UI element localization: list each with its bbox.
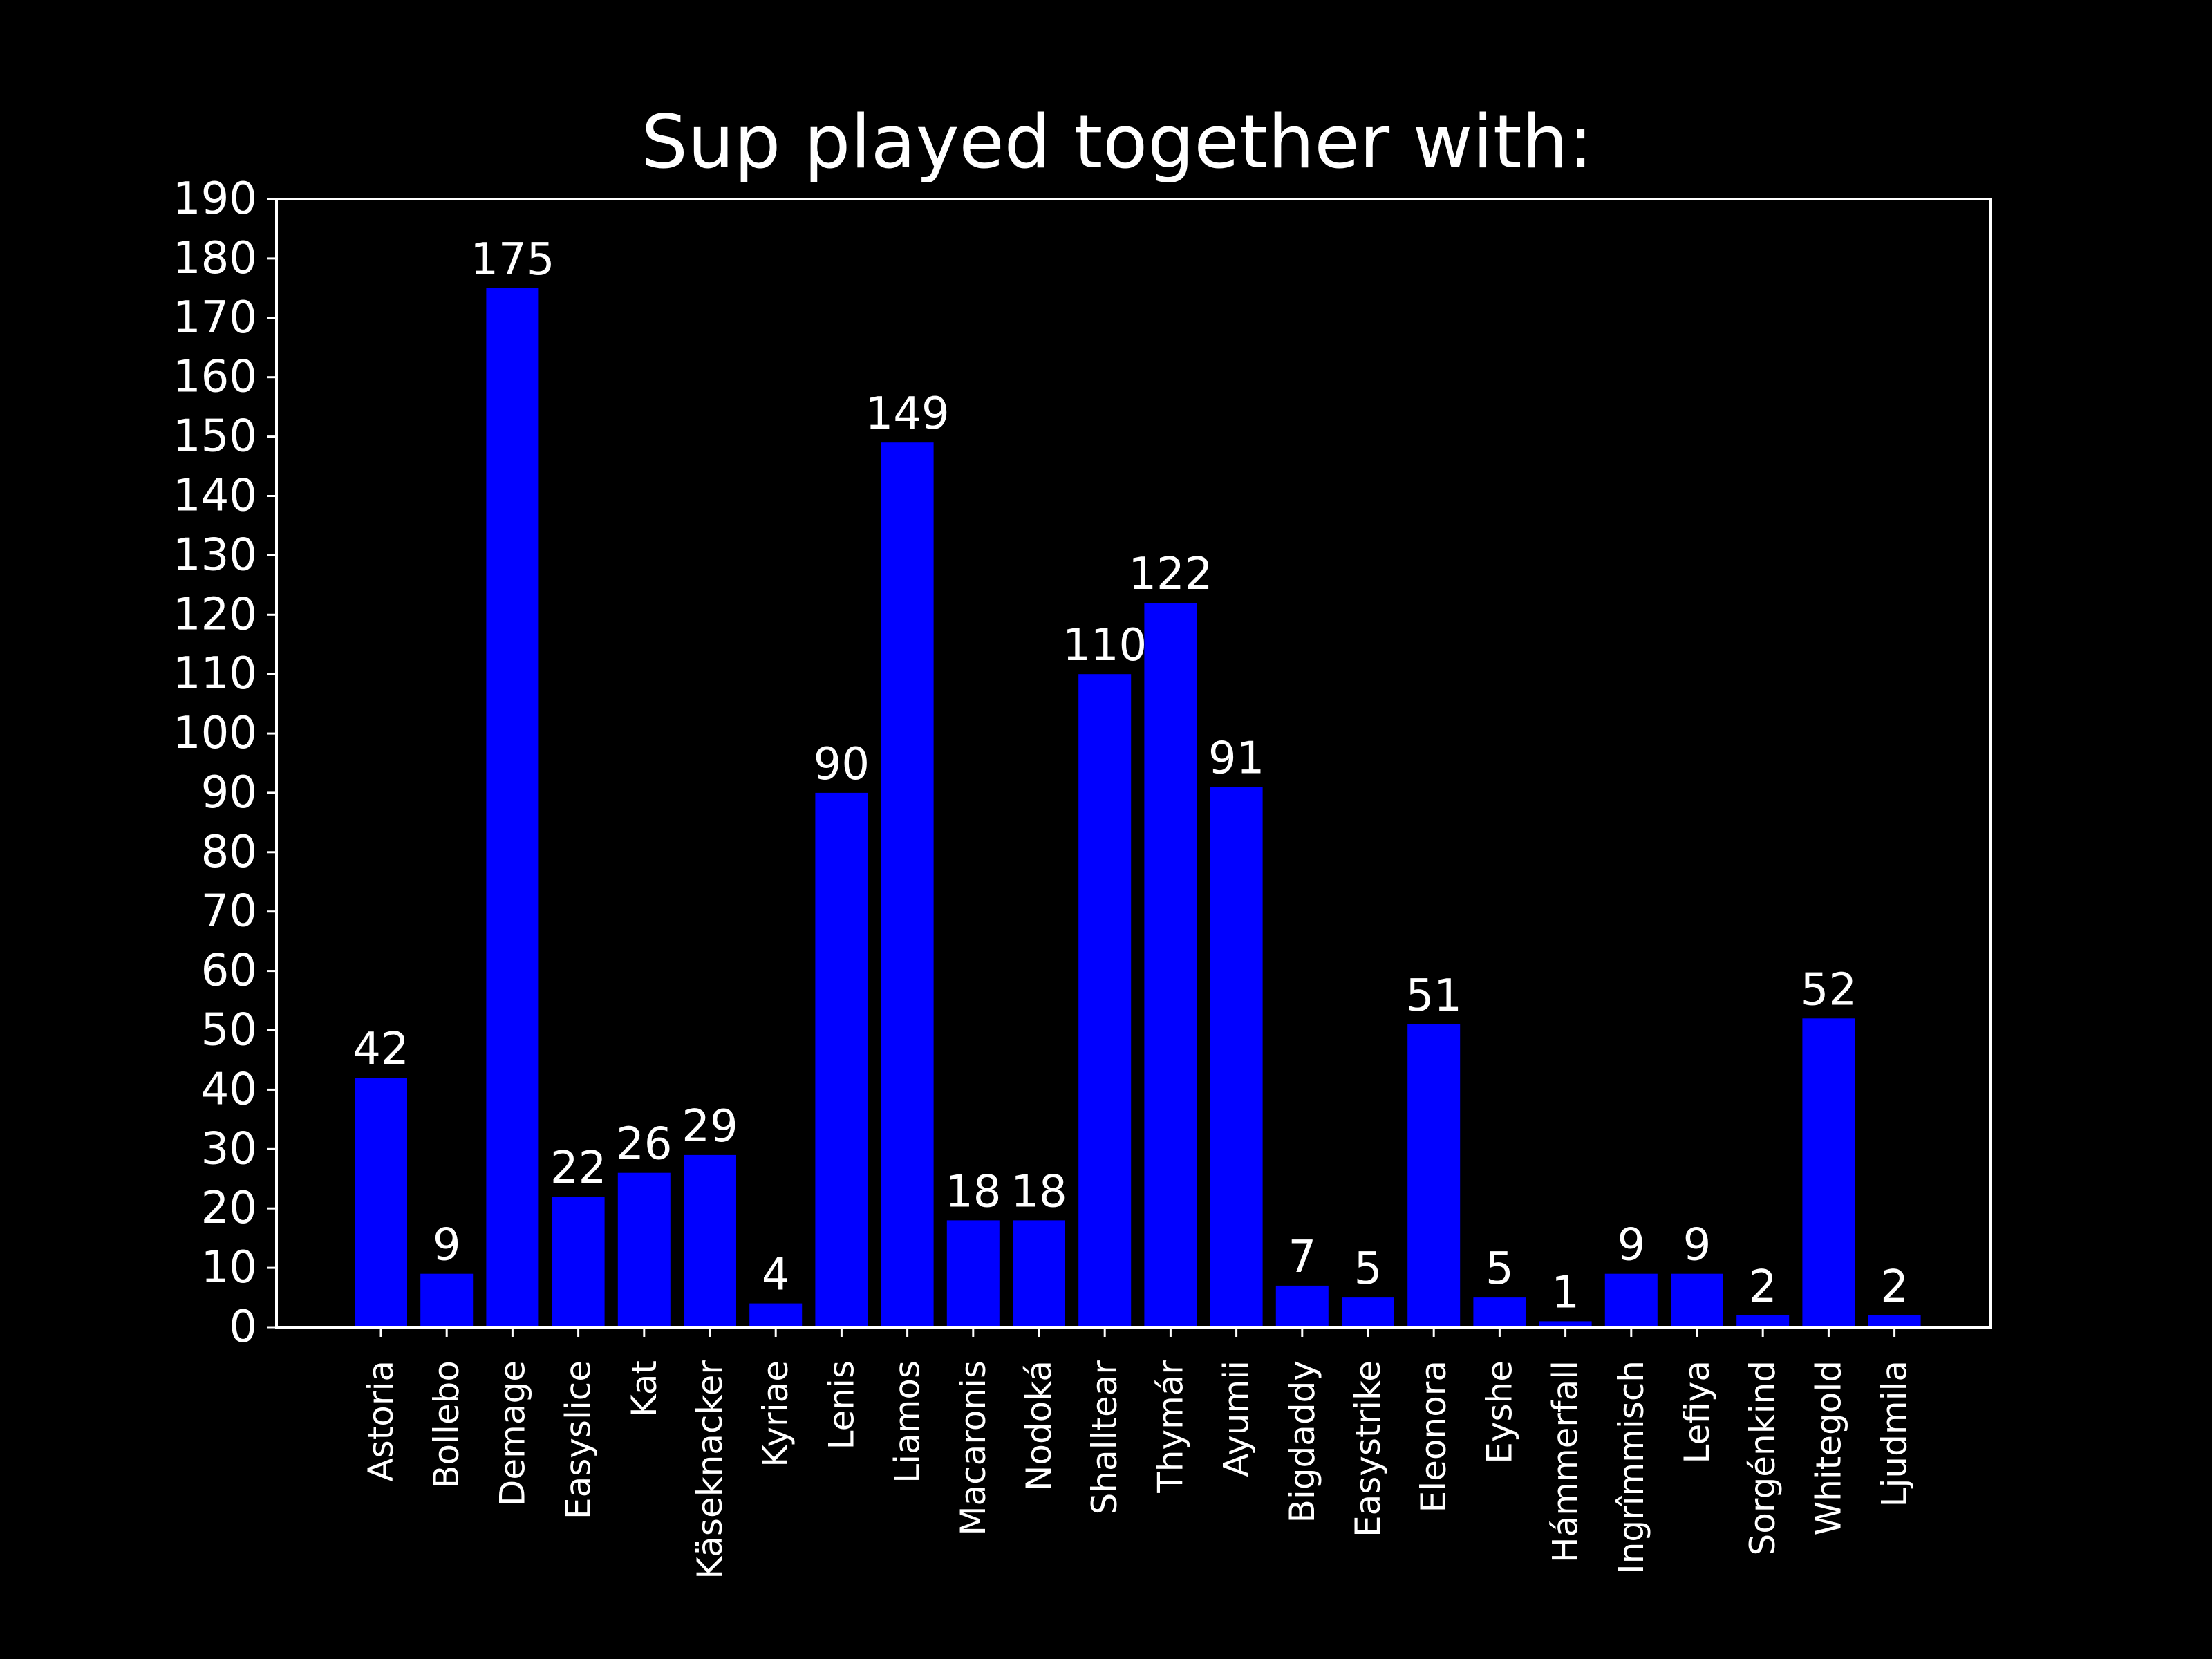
bar-bigdaddy xyxy=(1275,1285,1329,1327)
y-tick-label: 80 xyxy=(201,827,257,878)
x-tick-label: Macaronis xyxy=(953,1360,993,1536)
bar-bollebo xyxy=(420,1273,474,1327)
bar-ayumii xyxy=(1210,787,1263,1327)
y-tick-label: 190 xyxy=(173,174,257,225)
x-tick-label: Thymár xyxy=(1150,1360,1190,1494)
x-axis: Astoria Bollebo Demage Easyslice Kat Käseknac… xyxy=(361,1327,1915,1580)
bar-easyslice xyxy=(552,1197,605,1327)
y-tick-label: 0 xyxy=(229,1302,257,1353)
y-tick-label: 40 xyxy=(201,1064,257,1115)
x-tick-label: Käseknacker xyxy=(690,1360,730,1580)
data-label: 2 xyxy=(1880,1262,1909,1313)
data-label: 26 xyxy=(616,1119,672,1170)
y-tick-label: 130 xyxy=(173,529,257,581)
x-tick-label: Ayumii xyxy=(1217,1360,1257,1477)
x-tick-label: Liamos xyxy=(888,1360,928,1483)
data-label: 5 xyxy=(1354,1244,1382,1295)
y-tick-label: 180 xyxy=(173,233,257,284)
x-tick-label: Demage xyxy=(492,1360,532,1506)
y-tick-label: 20 xyxy=(201,1183,257,1234)
x-tick-label: Easyslice xyxy=(559,1360,599,1519)
x-tick-label: Lenis xyxy=(821,1360,861,1450)
bar-kyriae xyxy=(749,1303,803,1327)
bar-astoria xyxy=(355,1078,407,1327)
bar-macaronis xyxy=(946,1220,1000,1327)
bar-k-seknacker xyxy=(684,1154,736,1327)
bar-h-mmerfall xyxy=(1539,1321,1592,1327)
data-label: 175 xyxy=(470,234,554,285)
x-tick-label: Ingrîmmisch xyxy=(1611,1360,1651,1574)
y-tick-label: 170 xyxy=(173,292,257,344)
x-tick-label: Sorgénkind xyxy=(1743,1360,1783,1555)
x-tick-label: Nodoká xyxy=(1019,1360,1059,1491)
data-label: 9 xyxy=(433,1220,461,1271)
bar-ljudmila xyxy=(1868,1315,1921,1327)
y-tick-label: 50 xyxy=(201,1005,257,1056)
plot-frame xyxy=(275,198,1992,1329)
x-tick-label: Easystrike xyxy=(1348,1360,1388,1537)
y-tick-label: 160 xyxy=(173,352,257,403)
bar-thym-r xyxy=(1144,603,1197,1327)
y-tick-label: 110 xyxy=(173,648,257,700)
data-label: 9 xyxy=(1617,1220,1645,1271)
data-label: 122 xyxy=(1128,549,1212,600)
x-tick-label: Whitegold xyxy=(1808,1360,1848,1535)
x-tick-label: Lefiya xyxy=(1677,1360,1717,1463)
chart-title: Sup played together with: xyxy=(641,100,1593,185)
bar-eyshe xyxy=(1473,1297,1526,1327)
x-tick-label: Astoria xyxy=(361,1360,401,1482)
data-label: 110 xyxy=(1062,620,1147,671)
bar-ingr-mmisch xyxy=(1604,1273,1658,1327)
data-label: 5 xyxy=(1485,1244,1514,1295)
x-tick-label: Kyriae xyxy=(756,1360,796,1468)
x-tick-label: Hámmerfall xyxy=(1546,1360,1586,1563)
data-label: 4 xyxy=(762,1250,790,1301)
x-tick-label: Ljudmila xyxy=(1875,1360,1915,1507)
data-label: 9 xyxy=(1683,1220,1712,1271)
y-tick-label: 90 xyxy=(201,767,257,818)
y-tick-label: 150 xyxy=(173,411,257,462)
y-tick-label: 30 xyxy=(201,1123,257,1174)
data-label: 90 xyxy=(814,739,870,790)
bar-lefiya xyxy=(1671,1273,1723,1327)
bar-easystrike xyxy=(1342,1297,1394,1327)
bar-nodok- xyxy=(1013,1220,1065,1327)
bar-sorg-nkind xyxy=(1736,1315,1790,1327)
bar-lenis xyxy=(815,792,868,1327)
x-tick-label: Eleonora xyxy=(1414,1360,1454,1512)
x-tick-label: Kat xyxy=(624,1360,664,1417)
data-label: 18 xyxy=(1011,1166,1067,1217)
y-tick-label: 120 xyxy=(173,589,257,640)
bars-layer xyxy=(355,288,1921,1328)
x-tick-label: Eyshe xyxy=(1479,1360,1519,1464)
y-tick-label: 100 xyxy=(173,708,257,759)
x-tick-label: Bigdaddy xyxy=(1282,1360,1322,1523)
bar-demage xyxy=(486,288,539,1327)
data-label: 18 xyxy=(945,1166,1001,1217)
data-label: 149 xyxy=(865,388,950,440)
bar-kat xyxy=(617,1172,671,1327)
y-tick-label: 140 xyxy=(173,471,257,522)
data-label: 7 xyxy=(1288,1232,1316,1283)
y-tick-label: 70 xyxy=(201,886,257,937)
bar-eleonora xyxy=(1407,1024,1461,1327)
y-tick-label: 60 xyxy=(201,946,257,997)
x-tick-label: Bollebo xyxy=(427,1360,467,1489)
bar-liamos xyxy=(881,442,934,1328)
y-tick-label: 10 xyxy=(201,1242,257,1293)
data-label: 52 xyxy=(1801,964,1857,1015)
x-tick-label: Shalltear xyxy=(1085,1360,1125,1515)
data-label: 29 xyxy=(682,1101,738,1152)
data-label: 2 xyxy=(1749,1262,1777,1313)
data-label: 1 xyxy=(1551,1267,1580,1318)
data-label: 51 xyxy=(1405,971,1461,1022)
bar-whitegold xyxy=(1802,1018,1855,1327)
data-label: 42 xyxy=(353,1024,409,1075)
bar-shalltear xyxy=(1078,674,1132,1327)
data-label: 22 xyxy=(550,1143,606,1194)
data-label: 91 xyxy=(1208,733,1264,784)
y-axis: 0 10 20 30 40 50 60 70 80 90 100 110 120 130 140 150 160… xyxy=(173,174,276,1353)
